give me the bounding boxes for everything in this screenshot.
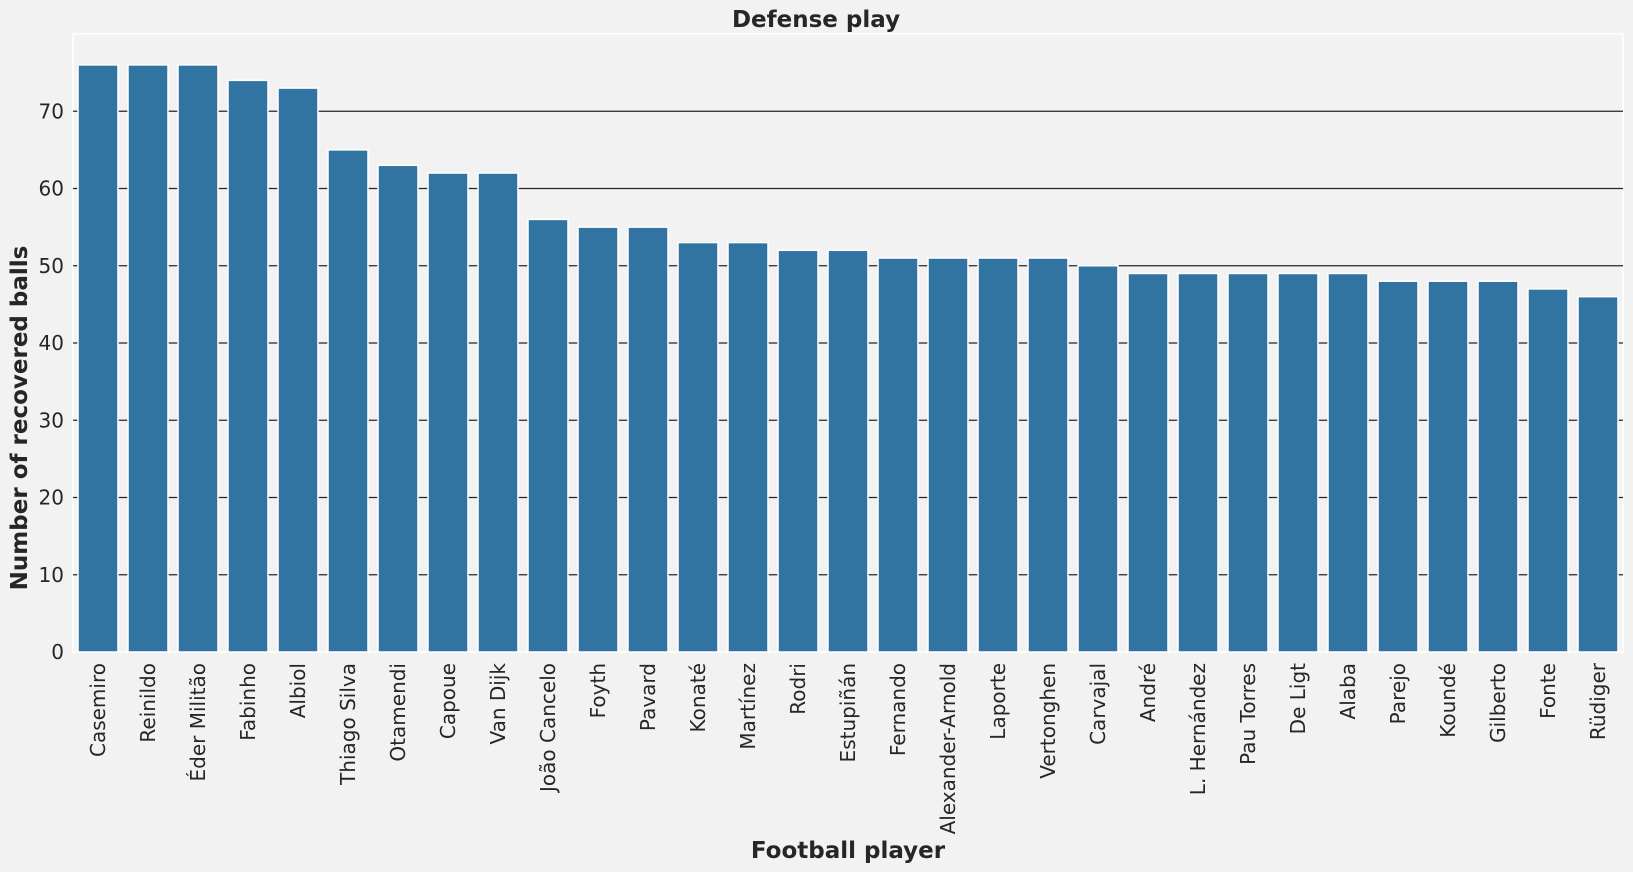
bar [927, 257, 969, 653]
x-tick-label: De Ligt [1286, 663, 1310, 734]
bar [577, 226, 619, 653]
x-tick-label: Fabinho [236, 663, 260, 741]
bar [1177, 272, 1219, 653]
x-tick-label: João Cancelo [536, 663, 560, 794]
bar [227, 79, 269, 653]
x-tick-label: Pau Torres [1236, 663, 1260, 765]
bar [1027, 257, 1069, 653]
bar [477, 172, 519, 653]
x-tick-label: Alaba [1336, 663, 1360, 719]
bar [277, 87, 319, 653]
bar [827, 249, 869, 653]
bar [877, 257, 919, 653]
x-tick-label: Vertonghen [1036, 663, 1060, 779]
bar [177, 64, 219, 653]
x-tick-label: Fernando [886, 663, 910, 756]
x-tick-label: Albiol [286, 663, 310, 718]
x-tick-label: Martínez [736, 663, 760, 750]
x-tick-label: Laporte [986, 663, 1010, 740]
bar [1477, 280, 1519, 653]
x-tick-label: Reinildo [136, 663, 160, 743]
x-tick-label: L. Hernández [1186, 663, 1210, 795]
bar [77, 64, 119, 653]
bar [977, 257, 1019, 653]
y-tick-label: 50 [39, 254, 64, 278]
x-tick-label: Estupiñán [836, 663, 860, 762]
y-tick-label: 30 [39, 408, 64, 432]
y-tick-label: 70 [39, 99, 64, 123]
bar [1077, 265, 1119, 653]
y-axis-label: Number of recovered balls [7, 246, 33, 591]
x-tick-label: Konaté [686, 663, 710, 732]
bar [1127, 272, 1169, 653]
y-tick-label: 10 [39, 563, 64, 587]
x-tick-label: Pavard [636, 663, 660, 731]
bar [627, 226, 669, 653]
bar [427, 172, 469, 653]
x-tick-label: Casemiro [86, 663, 110, 757]
x-tick-label: Éder Militão [186, 663, 210, 781]
x-tick-label: Carvajal [1086, 663, 1110, 745]
y-tick-label: 20 [39, 486, 64, 510]
bar [1227, 272, 1269, 653]
x-axis-label: Football player [751, 838, 946, 864]
bar [1577, 295, 1619, 653]
x-tick-label: Rüdiger [1586, 662, 1610, 740]
x-tick-label: André [1136, 663, 1160, 722]
x-tick-label: Fonte [1536, 663, 1560, 719]
x-tick-label: Koundé [1436, 663, 1460, 738]
y-tick-label: 40 [39, 331, 64, 355]
bar [677, 241, 719, 653]
bar [1377, 280, 1419, 653]
bar [1277, 272, 1319, 653]
x-tick-label: Van Dijk [486, 663, 510, 745]
x-tick-label: Capoue [436, 663, 460, 739]
y-tick-label: 0 [51, 640, 64, 664]
bar [127, 64, 169, 653]
x-tick-label: Otamendi [386, 663, 410, 762]
x-tick-label: Rodri [786, 663, 810, 715]
x-tick-label: Gilberto [1486, 663, 1510, 743]
bar [377, 164, 419, 653]
y-tick-label: 60 [39, 177, 64, 201]
x-tick-label: Thiago Silva [336, 663, 360, 786]
bar [1527, 288, 1569, 653]
x-tick-label: Foyth [586, 663, 610, 718]
bar [777, 249, 819, 653]
chart-title: Defense play [732, 7, 900, 33]
bar [1427, 280, 1469, 653]
bar [727, 241, 769, 653]
x-tick-label: Parejo [1386, 663, 1410, 724]
x-tick-label: Alexander-Arnold [936, 663, 960, 834]
bar [1327, 272, 1369, 653]
bar [527, 218, 569, 653]
bar [327, 149, 369, 653]
